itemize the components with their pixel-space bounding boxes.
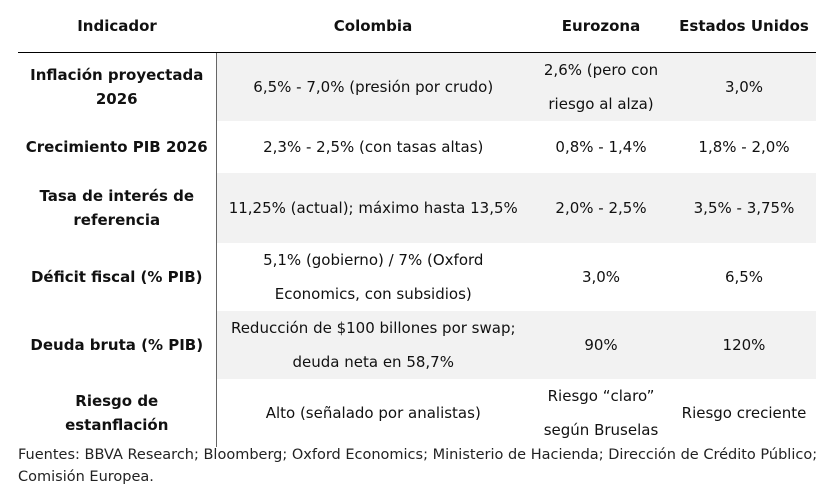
table-cell: Alto (señalado por analistas) [265,404,481,422]
header-cell: Eurozona [530,0,672,53]
table-cell: 3,0% [672,52,816,121]
table-cell: 3,0% [581,268,621,286]
table-cell: Riesgo creciente [681,404,807,422]
table-cell: Reducción de $100 billones por swap; deu… [216,311,530,379]
header-cell: Estados Unidos [672,0,816,53]
header-cell: Colombia [216,0,530,53]
table-row: Tasa de interés de referencia 11,25% (act… [18,173,816,243]
table-cell: 1,8% - 2,0% [698,138,790,156]
row-label: Deuda bruta (% PIB) [18,311,217,379]
header-cell: Indicador [18,0,216,53]
table-cell: 90% [530,311,672,379]
row-label: Inflación proyectada 2026 [18,52,217,121]
table-cell: 6,5% - 7,0% (presión por crudo) [216,52,530,121]
table-cell: 6,5% [724,268,764,286]
table-cell: 5,1% (gobierno) / 7% (Oxford Economics, … [263,251,484,303]
footer-note: Fuentes: BBVA Research; Bloomberg; Oxfor… [18,447,818,485]
table-cell: 3,5% - 3,75% [672,173,816,243]
table-cell: 2,3% - 2,5% (con tasas altas) [263,138,484,156]
table-cell: 2,6% (pero con riesgo al alza) [530,52,672,121]
header-row: Indicador Colombia Eurozona Estados Unidos [18,0,816,53]
row-label: Déficit fiscal (% PIB) [18,243,217,311]
table-row: Déficit fiscal (% PIB) 5,1% (gobierno) / … [18,243,816,311]
table-cell: 11,25% (actual); máximo hasta 13,5% [216,173,530,243]
row-label: Riesgo de estanflación [18,379,217,447]
table-cell: 120% [672,311,816,379]
table-row: Inflación proyectada 2026 6,5% - 7,0% (pr… [18,52,816,121]
table-row: Crecimiento PIB 2026 2,3% - 2,5% (con tas… [18,121,816,173]
table-body: Inflación proyectada 2026 6,5% - 7,0% (pr… [18,52,816,447]
table-row: Riesgo de estanflación Alto (señalado por… [18,379,816,447]
comparison-table: Indicador Colombia Eurozona Estados Unidos … [18,0,816,447]
table-row: Deuda bruta (% PIB) Reducción de $100 bil… [18,311,816,379]
table-cell: 2,0% - 2,5% [530,173,672,243]
row-label: Tasa de interés de referencia [18,173,217,243]
table-wrap: Indicador Colombia Eurozona Estados Unidos … [18,0,816,447]
table-cell: Riesgo “claro” según Bruselas [543,387,659,439]
row-label: Crecimiento PIB 2026 [18,121,217,173]
table-cell: 0,8% - 1,4% [555,138,647,156]
